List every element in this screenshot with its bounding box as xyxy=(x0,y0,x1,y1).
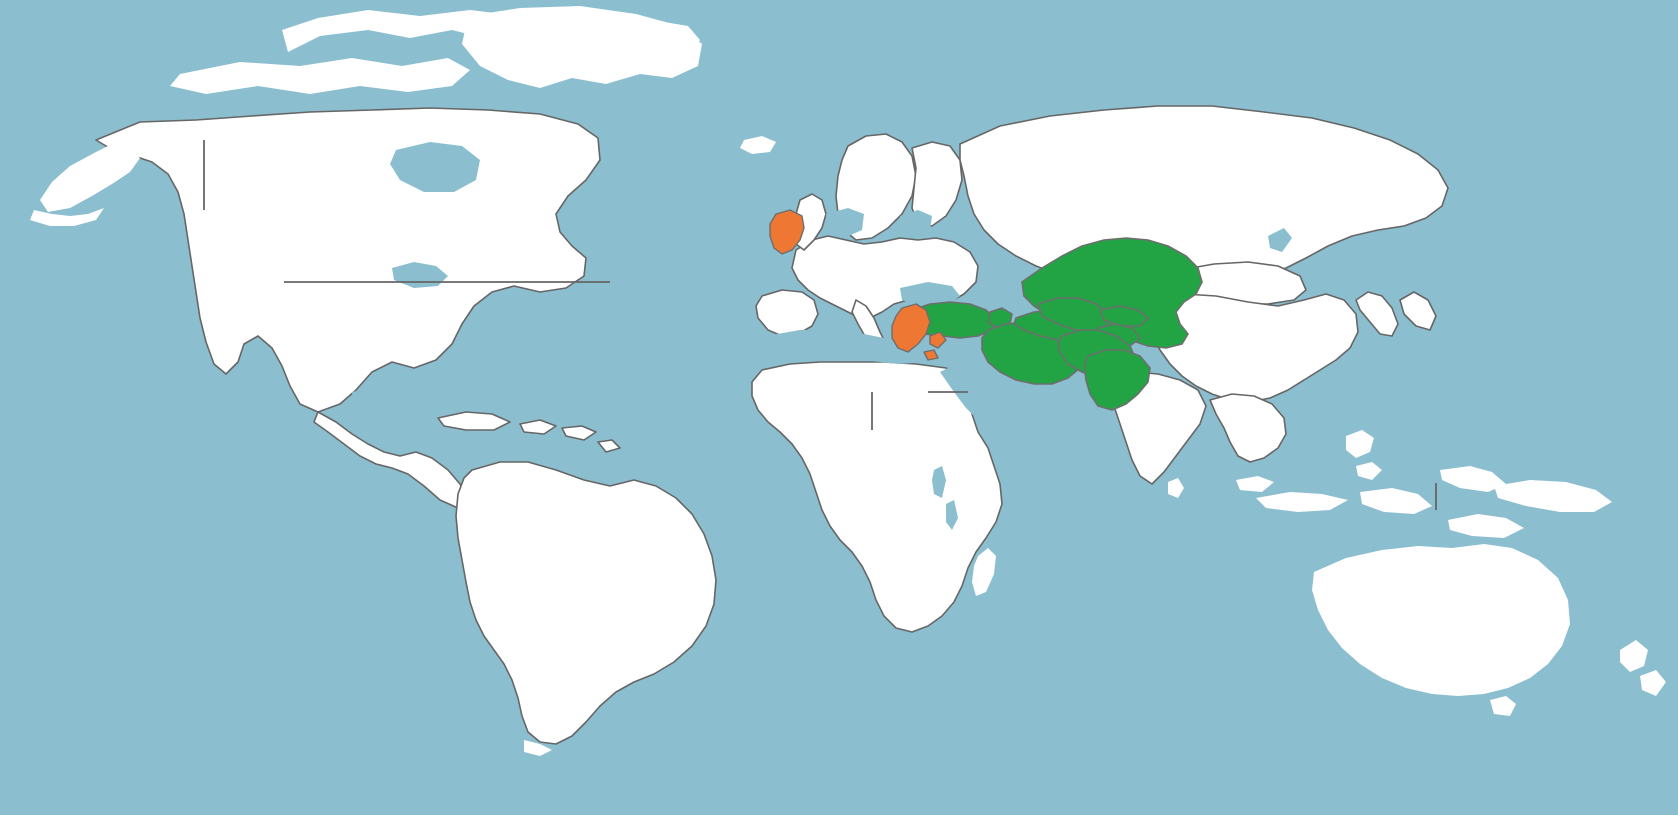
north-america-mainland xyxy=(95,107,601,413)
highlight-group-orange[interactable] xyxy=(769,209,947,361)
region-oceania xyxy=(1312,544,1666,716)
region-south-america xyxy=(455,461,717,756)
african-lakes xyxy=(932,466,958,530)
greenland xyxy=(462,6,702,88)
legend-orange-label: Highlighted (orange) xyxy=(8,799,153,815)
india-subcontinent xyxy=(1109,371,1207,485)
country-greece[interactable] xyxy=(891,303,931,353)
country-ireland[interactable] xyxy=(769,209,805,255)
philippines xyxy=(1346,430,1382,480)
southeast-asia xyxy=(1209,393,1287,463)
red-sea xyxy=(940,366,986,420)
mediterranean-sea xyxy=(766,330,944,364)
south-america-mainland xyxy=(455,461,717,745)
black-sea xyxy=(900,282,960,308)
country-pakistan[interactable] xyxy=(1083,349,1151,411)
iceland xyxy=(740,136,776,154)
russia-siberia xyxy=(959,105,1449,289)
canada-arctic-fringe xyxy=(170,58,470,94)
indonesia-islands xyxy=(1236,466,1524,538)
greece-islands[interactable] xyxy=(923,331,947,361)
hudson-bay xyxy=(390,142,480,192)
region-asia xyxy=(959,105,1612,538)
aleutian-islands xyxy=(30,208,104,226)
korea-japan xyxy=(1355,291,1437,337)
baltic-sea xyxy=(900,210,932,236)
tierra-del-fuego xyxy=(524,740,552,756)
region-north-america xyxy=(30,6,702,509)
division-lines xyxy=(203,140,1437,510)
country-kyrgyzstan[interactable] xyxy=(1099,305,1149,327)
finland-baltic xyxy=(911,141,963,227)
china-east-asia xyxy=(1147,293,1359,403)
baikal xyxy=(1268,228,1292,252)
gulf-of-mexico xyxy=(352,384,452,422)
north-sea xyxy=(826,208,864,238)
caribbean-islands xyxy=(437,411,621,453)
australia xyxy=(1312,544,1570,696)
madagascar xyxy=(972,548,996,596)
sri-lanka xyxy=(1168,478,1184,498)
alaska-peninsula xyxy=(40,140,140,212)
new-guinea xyxy=(1494,480,1612,512)
tasmania xyxy=(1490,696,1516,716)
new-zealand xyxy=(1620,640,1666,696)
